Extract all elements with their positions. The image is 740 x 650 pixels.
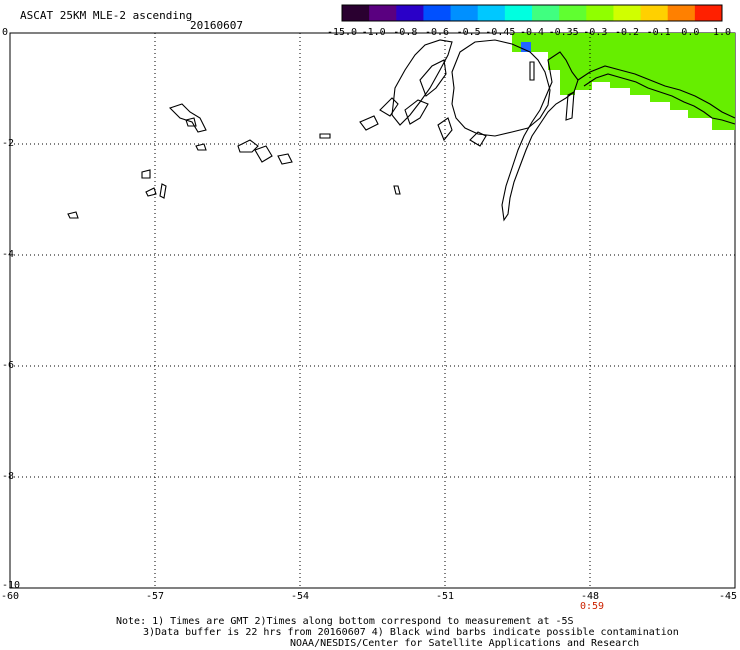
- colorbar-label: -0.6: [424, 27, 450, 38]
- wind-data-swath: [512, 33, 735, 130]
- y-tick: -6: [2, 360, 15, 371]
- colorbar-segment: [342, 5, 370, 21]
- colorbar-segment: [369, 5, 397, 21]
- y-tick: -2: [2, 138, 15, 149]
- colorbar-segment: [586, 5, 614, 21]
- time-label: 0:59: [579, 601, 605, 612]
- coastline: [67, 39, 736, 222]
- colorbar-label: -0.3: [583, 27, 608, 38]
- colorbar-label: -0.1: [646, 27, 671, 38]
- northeast-coast: [577, 65, 736, 119]
- colorbar-label: 0.0: [681, 27, 700, 38]
- x-tick: -51: [435, 591, 455, 602]
- x-tick: -60: [0, 591, 20, 602]
- island-west-3: [141, 169, 151, 179]
- colorbar-segment: [477, 5, 506, 21]
- island-group-west: [391, 39, 453, 126]
- marajo-island: [451, 39, 551, 137]
- colorbar-label: -1.0: [361, 27, 386, 38]
- east-coast: [501, 51, 579, 222]
- island-mid: [393, 185, 401, 195]
- x-tick: -57: [145, 591, 165, 602]
- colorbar-segment: [450, 5, 479, 21]
- x-tick: -48: [580, 591, 600, 602]
- y-tick: 0: [2, 27, 9, 38]
- colorbar-segment: [532, 5, 560, 21]
- map-frame: [9, 32, 736, 589]
- colorbar-segment: [396, 5, 424, 21]
- colorbar: [341, 4, 723, 22]
- colorbar-segment: [559, 5, 587, 21]
- x-tick: -45: [718, 591, 738, 602]
- y-tick: -8: [2, 471, 15, 482]
- colorbar-label: -0.2: [614, 27, 640, 38]
- colorbar-label: -0.5: [456, 27, 481, 38]
- footer-note-2: 3)Data buffer is 22 hrs from 20160607 4)…: [143, 627, 679, 638]
- colorbar-segment: [667, 5, 696, 21]
- colorbar-segment: [504, 5, 533, 21]
- colorbar-label: -0.8: [393, 27, 418, 38]
- colorbar-label: -0.4: [519, 27, 545, 38]
- y-tick: -4: [2, 249, 15, 260]
- colorbar-label: -15.0: [326, 27, 358, 38]
- blue-data-spot: [521, 42, 531, 52]
- colorbar-segment: [613, 5, 642, 21]
- map-gridlines: [10, 33, 735, 588]
- y-tick: -10: [2, 580, 21, 591]
- footer-note-1: Note: 1) Times are GMT 2)Times along bot…: [116, 616, 574, 627]
- footer-credit: NOAA/NESDIS/Center for Satellite Applica…: [290, 638, 640, 649]
- colorbar-label: 1.0: [712, 27, 732, 38]
- island-west-4: [67, 211, 79, 219]
- island-west-1: [168, 103, 207, 133]
- x-tick: -54: [290, 591, 310, 602]
- colorbar-segment: [423, 5, 452, 21]
- colorbar-label: -0.45: [485, 27, 516, 38]
- map-date: 20160607: [190, 19, 243, 32]
- colorbar-segment: [640, 5, 669, 21]
- colorbar-border: [341, 4, 723, 22]
- colorbar-segment: [694, 5, 723, 21]
- map-title: ASCAT 25KM MLE-2 ascending: [20, 9, 193, 22]
- island-west-2: [237, 139, 259, 153]
- colorbar-label: -0.35: [548, 27, 579, 38]
